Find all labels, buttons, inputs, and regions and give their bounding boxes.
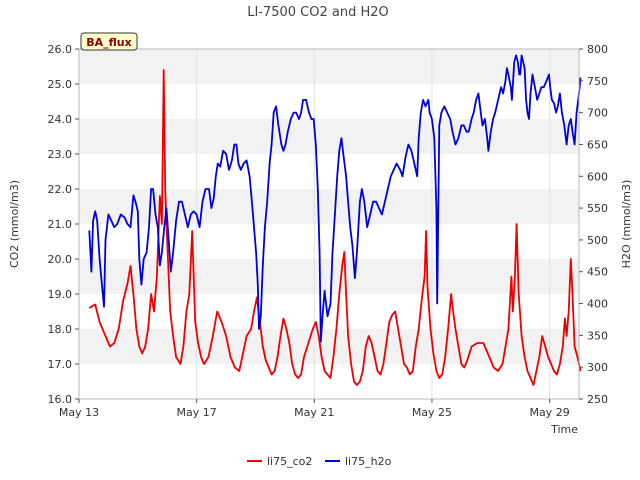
- x-tick-label: May 21: [294, 406, 334, 419]
- right-axis: 250 300 350 400 450 500 550 600 650 700 750 800: [579, 43, 608, 406]
- badge: BA_flux: [80, 32, 138, 51]
- y-tick-label-left: 26.0: [48, 43, 73, 56]
- x-tick-label: May 29: [529, 406, 569, 419]
- y-tick-label-right: 650: [587, 138, 608, 151]
- plot-background: [79, 49, 579, 364]
- plot-band: [79, 49, 579, 84]
- plot-band: [79, 259, 579, 294]
- y-axis-label-left: CO2 (mmol/m3): [8, 180, 21, 268]
- y-tick-label-left: 17.0: [48, 358, 73, 371]
- y-tick-label-left: 22.0: [48, 183, 73, 196]
- legend: li75_co2 li75_h2o: [247, 455, 392, 468]
- y-tick-label-left: 23.0: [48, 148, 73, 161]
- y-tick-label-left: 16.0: [48, 393, 73, 406]
- chart-title: LI-7500 CO2 and H2O: [247, 5, 389, 20]
- plot-band: [79, 329, 579, 364]
- series-line-li75_h2o: [88, 54, 582, 343]
- left-axis: 16.0 17.0 18.0 19.0 20.0 21.0 22.0 23.0 24.0 25.0…: [48, 43, 79, 406]
- x-tick-label: May 25: [412, 406, 452, 419]
- legend-label-co2: li75_co2: [267, 455, 312, 468]
- y-tick-label-left: 18.0: [48, 323, 73, 336]
- y-tick-label-right: 550: [587, 202, 608, 215]
- y-tick-label-left: 21.0: [48, 218, 73, 231]
- y-tick-label-right: 700: [587, 107, 608, 120]
- y-tick-label-right: 300: [587, 361, 608, 374]
- x-tick-label: May 17: [177, 406, 217, 419]
- y-tick-label-right: 750: [587, 75, 608, 88]
- series-lines: [88, 54, 582, 386]
- y-tick-label-left: 25.0: [48, 78, 73, 91]
- plot-band: [79, 119, 579, 154]
- y-tick-label-right: 600: [587, 170, 608, 183]
- y-tick-label-right: 400: [587, 298, 608, 311]
- legend-label-h2o: li75_h2o: [345, 455, 392, 468]
- x-axis: May 13 May 17 May 21 May 25 May 29: [59, 399, 570, 419]
- y-tick-label-right: 800: [587, 43, 608, 56]
- y-tick-label-right: 250: [587, 393, 608, 406]
- badge-label: BA_flux: [86, 36, 131, 49]
- y-tick-label-right: 350: [587, 329, 608, 342]
- series-line-li75_co2: [88, 69, 582, 386]
- x-axis-label: Time: [550, 423, 578, 436]
- y-tick-label-left: 24.0: [48, 113, 73, 126]
- y-tick-label-right: 450: [587, 266, 608, 279]
- y-tick-label-right: 500: [587, 234, 608, 247]
- y-tick-label-left: 20.0: [48, 253, 73, 266]
- badge-box: [80, 32, 138, 51]
- y-axis-label-right: H2O (mmol/m3): [620, 180, 633, 269]
- x-tick-label: May 13: [59, 406, 99, 419]
- y-tick-label-left: 19.0: [48, 288, 73, 301]
